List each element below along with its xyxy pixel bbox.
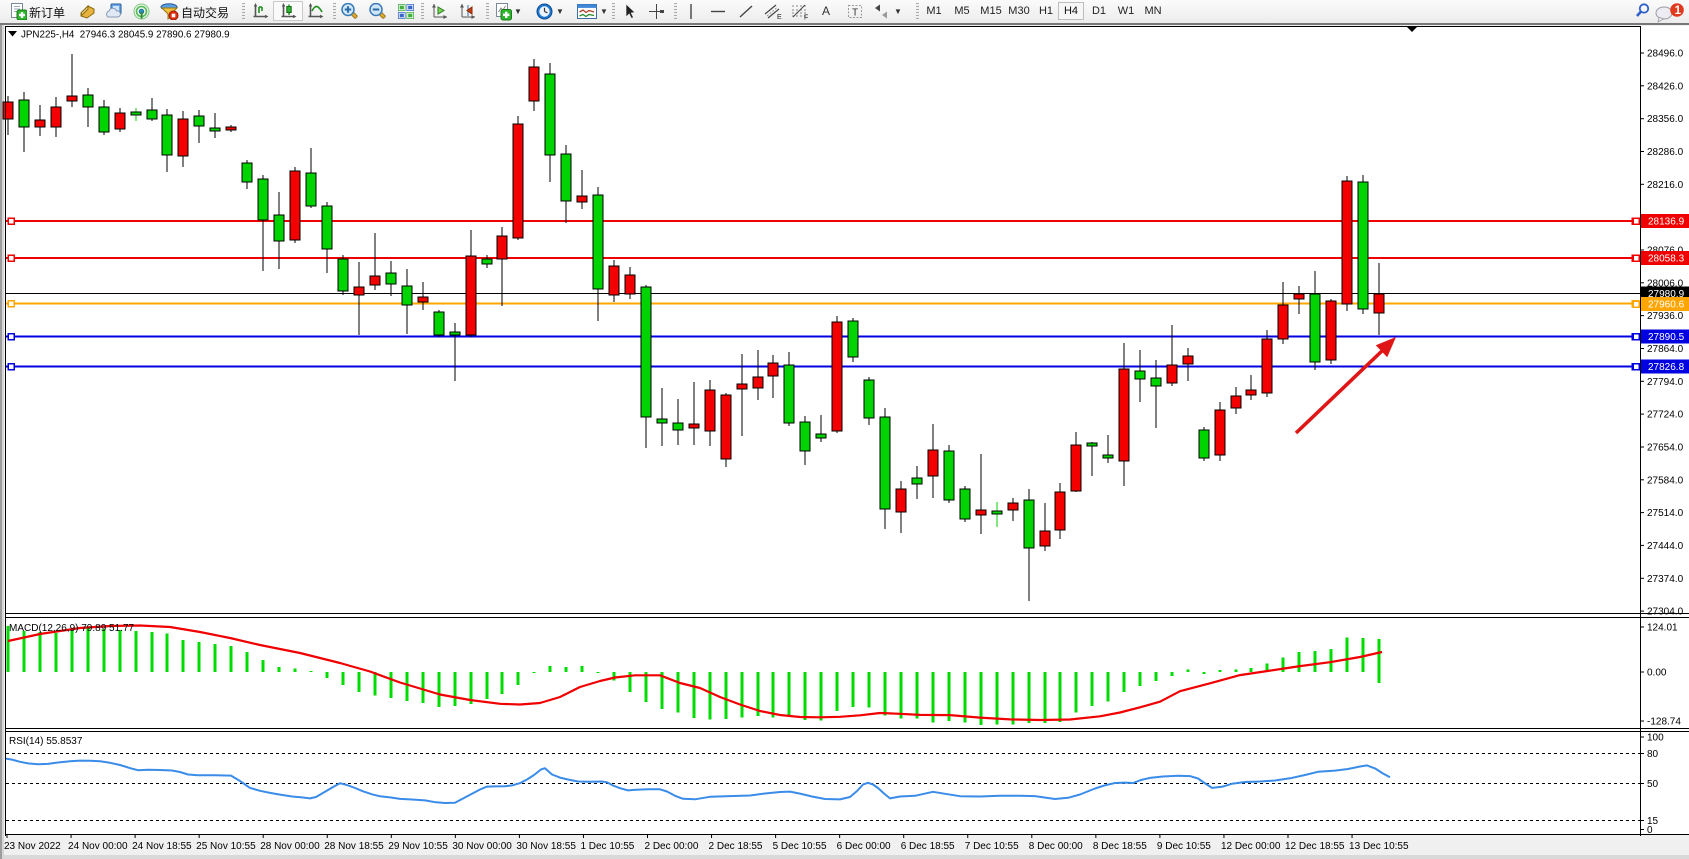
svg-text:27374.0: 27374.0 xyxy=(1647,574,1684,585)
svg-text:27890.5: 27890.5 xyxy=(1648,332,1685,343)
svg-text:27724.0: 27724.0 xyxy=(1647,410,1684,421)
svg-text:15: 15 xyxy=(1647,816,1659,827)
svg-text:28 Nov 00:00: 28 Nov 00:00 xyxy=(260,841,320,852)
svg-text:27980.9: 27980.9 xyxy=(1648,289,1685,300)
svg-text:28496.0: 28496.0 xyxy=(1647,49,1684,60)
svg-text:27794.0: 27794.0 xyxy=(1647,377,1684,388)
svg-text:6 Dec 00:00: 6 Dec 00:00 xyxy=(837,841,891,852)
svg-text:27864.0: 27864.0 xyxy=(1647,344,1684,355)
svg-text:28006.0: 28006.0 xyxy=(1647,278,1684,289)
svg-text:80: 80 xyxy=(1647,749,1659,760)
svg-text:13 Dec 10:55: 13 Dec 10:55 xyxy=(1349,841,1409,852)
svg-text:30 Nov 18:55: 30 Nov 18:55 xyxy=(516,841,576,852)
svg-text:28136.9: 28136.9 xyxy=(1648,217,1685,228)
svg-text:8 Dec 18:55: 8 Dec 18:55 xyxy=(1093,841,1147,852)
svg-text:0.00: 0.00 xyxy=(1647,668,1667,679)
svg-text:12 Dec 18:55: 12 Dec 18:55 xyxy=(1285,841,1345,852)
svg-text:27936.0: 27936.0 xyxy=(1647,311,1684,322)
svg-text:9 Dec 10:55: 9 Dec 10:55 xyxy=(1157,841,1211,852)
svg-text:24 Nov 00:00: 24 Nov 00:00 xyxy=(68,841,128,852)
svg-text:29 Nov 10:55: 29 Nov 10:55 xyxy=(388,841,448,852)
svg-text:27960.6: 27960.6 xyxy=(1648,300,1685,311)
svg-text:27584.0: 27584.0 xyxy=(1647,475,1684,486)
svg-text:25 Nov 10:55: 25 Nov 10:55 xyxy=(196,841,256,852)
svg-text:5 Dec 10:55: 5 Dec 10:55 xyxy=(773,841,827,852)
svg-text:27444.0: 27444.0 xyxy=(1647,541,1684,552)
svg-text:23 Nov 2022: 23 Nov 2022 xyxy=(4,841,61,852)
svg-text:6 Dec 18:55: 6 Dec 18:55 xyxy=(901,841,955,852)
svg-text:27304.0: 27304.0 xyxy=(1647,607,1684,618)
svg-text:28216.0: 28216.0 xyxy=(1647,180,1684,191)
svg-text:28426.0: 28426.0 xyxy=(1647,81,1684,92)
svg-text:-128.74: -128.74 xyxy=(1647,717,1681,728)
svg-text:1: 1 xyxy=(1675,5,1682,17)
svg-text:1 Dec 10:55: 1 Dec 10:55 xyxy=(580,841,634,852)
svg-text:2 Dec 00:00: 2 Dec 00:00 xyxy=(645,841,699,852)
svg-text:28058.3: 28058.3 xyxy=(1648,254,1685,265)
svg-text:MACD(12,26,9) 79.89 51.77: MACD(12,26,9) 79.89 51.77 xyxy=(9,623,135,634)
svg-text:JPN225-,H4 27946.3 28045.9 27: JPN225-,H4 27946.3 28045.9 27890.6 27980… xyxy=(21,30,230,41)
svg-text:27654.0: 27654.0 xyxy=(1647,443,1684,454)
svg-text:27514.0: 27514.0 xyxy=(1647,508,1684,519)
svg-text:28356.0: 28356.0 xyxy=(1647,114,1684,125)
svg-text:30 Nov 00:00: 30 Nov 00:00 xyxy=(452,841,512,852)
svg-text:E: E xyxy=(777,14,782,20)
svg-text:27826.8: 27826.8 xyxy=(1648,362,1685,373)
svg-text:8 Dec 00:00: 8 Dec 00:00 xyxy=(1029,841,1083,852)
svg-text:100: 100 xyxy=(1647,733,1664,744)
svg-text:RSI(14) 55.8537: RSI(14) 55.8537 xyxy=(9,736,83,747)
svg-text:2 Dec 18:55: 2 Dec 18:55 xyxy=(709,841,763,852)
svg-text:28286.0: 28286.0 xyxy=(1647,147,1684,158)
svg-text:24 Nov 18:55: 24 Nov 18:55 xyxy=(132,841,192,852)
svg-text:7 Dec 10:55: 7 Dec 10:55 xyxy=(965,841,1019,852)
svg-text:0: 0 xyxy=(1647,825,1653,836)
svg-text:50: 50 xyxy=(1647,779,1659,790)
svg-text:T: T xyxy=(852,8,858,19)
svg-text:F: F xyxy=(804,15,808,21)
svg-text:124.01: 124.01 xyxy=(1647,623,1678,634)
svg-text:12 Dec 00:00: 12 Dec 00:00 xyxy=(1221,841,1281,852)
svg-text:28 Nov 18:55: 28 Nov 18:55 xyxy=(324,841,384,852)
